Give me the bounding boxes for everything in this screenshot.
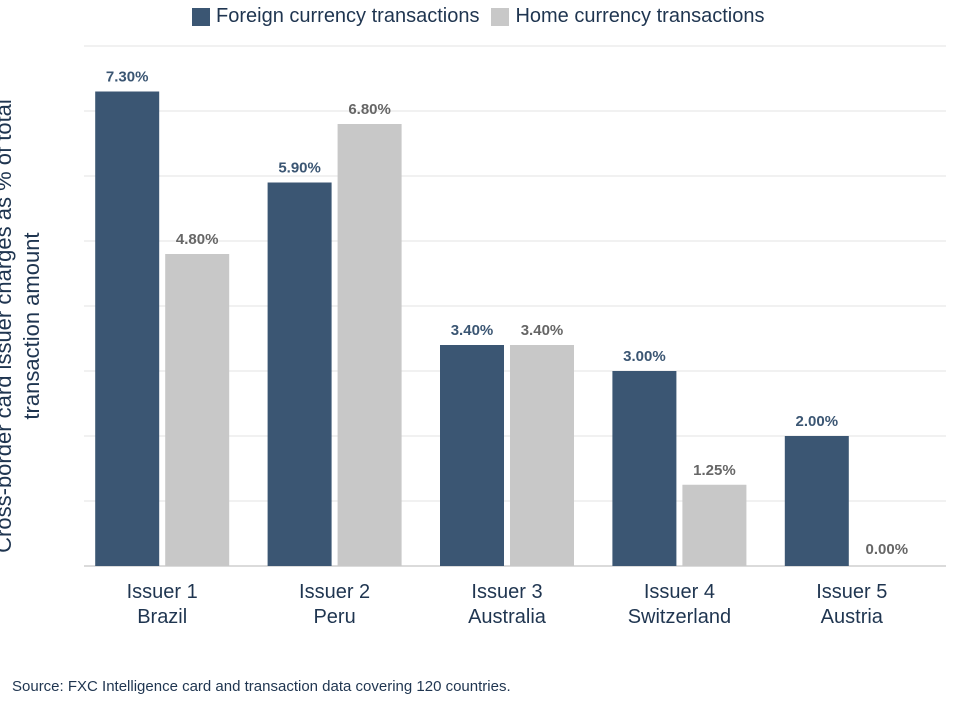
bar-home — [682, 484, 747, 566]
bar-home — [165, 254, 230, 566]
data-label: 5.90% — [278, 160, 321, 177]
x-tick-label: Brazil — [137, 606, 187, 628]
legend: Foreign currency transactions Home curre… — [192, 5, 776, 28]
data-label: 4.80% — [176, 231, 219, 248]
x-tick-label: Issuer 5 — [816, 581, 887, 603]
x-tick-label: Issuer 4 — [644, 581, 715, 603]
data-label: 3.40% — [451, 322, 494, 339]
x-tick-label: Issuer 3 — [471, 581, 542, 603]
data-label: 3.40% — [521, 322, 564, 339]
legend-label-home: Home currency transactions — [515, 5, 765, 27]
y-axis-label-line-2: transaction amount — [19, 232, 44, 420]
legend-label-foreign: Foreign currency transactions — [216, 5, 480, 27]
data-label: 6.80% — [348, 101, 391, 118]
x-tick-label: Peru — [313, 606, 355, 628]
y-axis-label: Cross-border card issuer charges as % of… — [0, 66, 46, 586]
data-label: 2.00% — [796, 413, 839, 430]
x-tick-label: Australia — [468, 606, 547, 628]
bar-home — [337, 124, 402, 566]
bar-foreign — [440, 345, 504, 566]
x-tick-label: Issuer 2 — [299, 581, 370, 603]
data-label: 1.25% — [693, 462, 736, 479]
source-note: Source: FXC Intelligence card and transa… — [12, 678, 511, 695]
legend-swatch-home — [491, 7, 510, 26]
y-axis-label-line-1: Cross-border card issuer charges as % of… — [0, 99, 16, 553]
data-label: 3.00% — [623, 348, 666, 365]
bar-foreign — [784, 436, 849, 566]
bar-foreign — [95, 91, 160, 566]
x-tick-label: Austria — [821, 606, 884, 628]
legend-item-foreign: Foreign currency transactions — [192, 5, 479, 28]
data-label: 0.00% — [866, 541, 909, 558]
x-tick-label: Issuer 1 — [127, 581, 198, 603]
data-label: 7.30% — [106, 69, 149, 86]
x-tick-label: Switzerland — [628, 606, 731, 628]
bar-home — [510, 345, 574, 566]
legend-item-home: Home currency transactions — [491, 5, 764, 28]
bar-foreign — [612, 371, 677, 566]
legend-swatch-foreign — [192, 7, 210, 26]
bar-foreign — [267, 182, 332, 566]
